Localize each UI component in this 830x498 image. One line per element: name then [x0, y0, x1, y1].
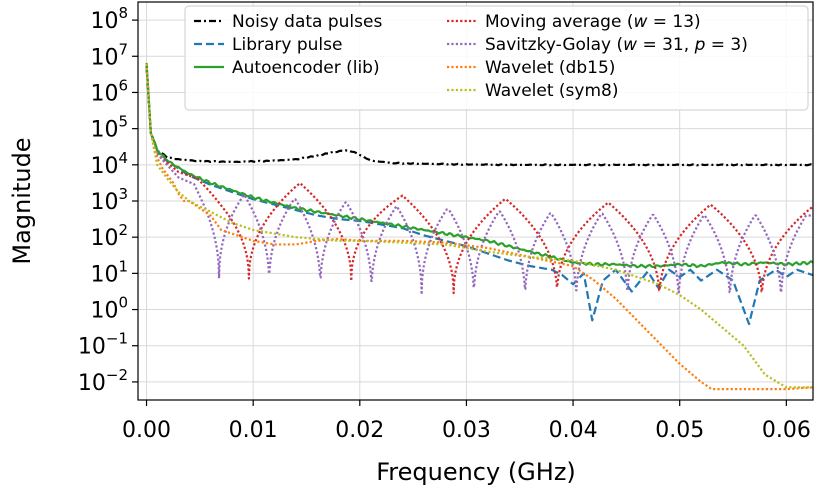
y-tick-label: 102: [90, 221, 128, 251]
x-tick-label: 0.06: [762, 418, 811, 443]
series-layer: [145, 62, 813, 391]
legend-label: Autoencoder (lib): [232, 58, 380, 78]
x-axis-ticks: 0.00 0.01 0.02 0.03 0.04 0.05 0.06: [122, 400, 811, 443]
y-tick-label: 107: [90, 40, 128, 70]
y-tick-label: 104: [90, 149, 128, 179]
y-tick-label: 106: [90, 76, 128, 106]
legend-box: [184, 5, 809, 111]
legend: Noisy data pulses Library pulse Autoencode…: [184, 5, 809, 111]
y-tick-label: 108: [90, 4, 128, 34]
x-tick-label: 0.04: [549, 418, 598, 443]
legend-label: Moving average (w = 13): [485, 12, 701, 32]
y-axis-ticks: 10−2 10−1 100 101 102 103 104 105 106 107 108: [78, 4, 138, 396]
y-axis-label: Magnitude: [8, 137, 36, 264]
legend-label: Savitzky-Golay (w = 31, p = 3): [485, 35, 748, 55]
series-line-2: [145, 62, 813, 269]
y-tick-label: 100: [90, 294, 128, 324]
x-axis-label: Frequency (GHz): [376, 458, 576, 486]
y-tick-label: 101: [90, 257, 128, 287]
x-tick-label: 0.00: [122, 418, 171, 443]
series-line-5: [145, 63, 813, 391]
y-tick-label: 103: [90, 185, 128, 215]
series-line-6: [145, 63, 813, 389]
y-tick-label: 10−1: [78, 330, 128, 360]
series-line-4: [145, 63, 813, 296]
x-tick-label: 0.05: [655, 418, 704, 443]
legend-label: Wavelet (sym8): [485, 81, 618, 101]
x-tick-label: 0.03: [442, 418, 491, 443]
legend-label: Noisy data pulses: [232, 12, 382, 32]
series-line-1: [145, 63, 813, 326]
y-tick-label: 10−2: [78, 366, 128, 396]
x-tick-label: 0.01: [229, 418, 278, 443]
legend-label: Library pulse: [232, 35, 342, 55]
y-tick-label: 105: [90, 113, 128, 143]
x-tick-label: 0.02: [335, 418, 384, 443]
legend-label: Wavelet (db15): [485, 58, 615, 78]
